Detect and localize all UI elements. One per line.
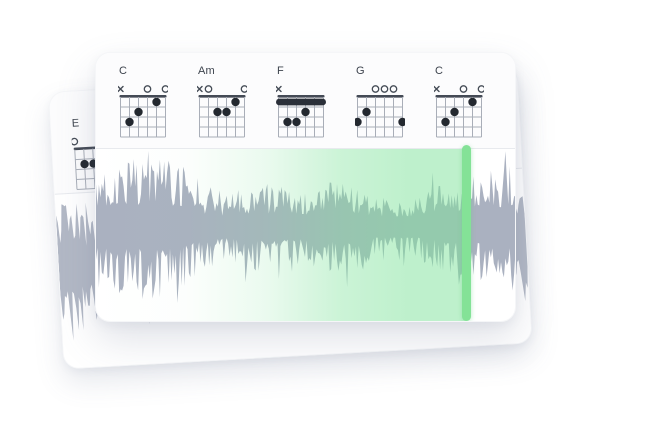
chord-diagram — [433, 85, 486, 138]
chord-diagram — [275, 85, 326, 138]
waveform — [96, 151, 515, 303]
chord-name: C — [435, 65, 444, 77]
chord-diagram — [353, 85, 407, 138]
chord-cell-am[interactable]: Am — [196, 65, 249, 148]
chord-cell-g[interactable]: G — [353, 65, 407, 148]
playhead[interactable] — [462, 145, 471, 321]
chord-name: Am — [198, 65, 215, 77]
chord-cell-c[interactable]: C — [433, 65, 486, 148]
chord-cell-c[interactable]: C — [117, 65, 170, 148]
chord-strip: C Am F G C — [96, 53, 515, 149]
chord-name: G — [356, 65, 365, 77]
chord-name: C — [119, 65, 128, 77]
chord-cell-f[interactable]: F — [275, 65, 326, 148]
front-song-card: C Am F G C — [95, 52, 516, 322]
waveform-area[interactable] — [96, 145, 515, 321]
chord-diagram — [117, 85, 170, 138]
chord-name: F — [277, 65, 284, 77]
chord-diagram — [196, 85, 249, 138]
